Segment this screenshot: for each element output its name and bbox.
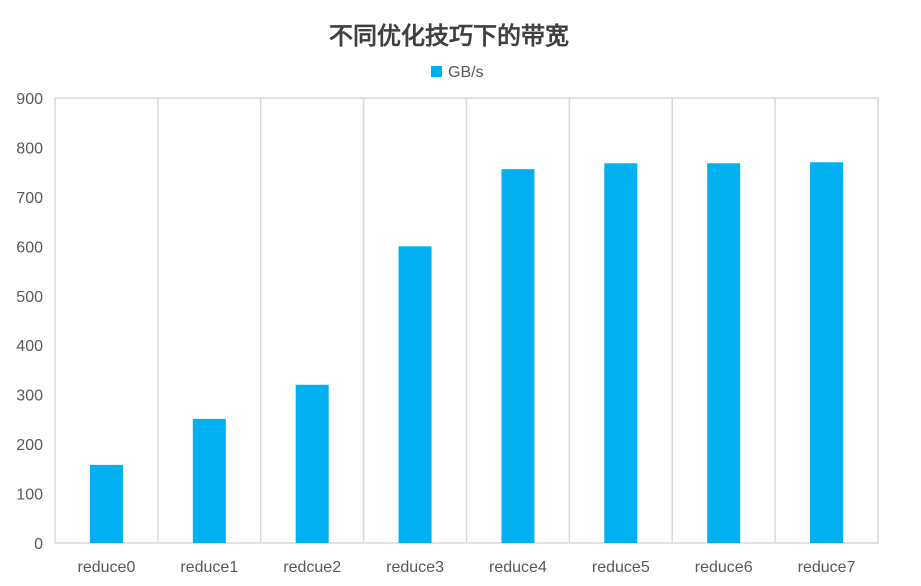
y-tick-label: 800 [16,140,43,157]
bar-reduce4 [501,169,535,543]
bar-series [89,162,844,544]
legend-label: GB/s [448,64,484,81]
bar-reduce0 [89,464,123,543]
y-tick-label: 900 [16,91,43,108]
y-tick-label: 200 [16,437,43,454]
y-tick-label: 500 [16,289,43,306]
x-category-label: reduce7 [798,559,856,576]
x-category-label: reduce4 [489,559,547,576]
y-tick-label: 100 [16,487,43,504]
bar-reduce3 [398,246,432,544]
legend: GB/s [431,64,484,81]
bar-reduce5 [604,163,638,543]
chart-title: 不同优化技巧下的带宽 [329,22,569,50]
y-axis-tick-labels: 0 100 200 300 400 500 600 700 800 900 [16,91,43,553]
x-category-label: reduce0 [78,559,136,576]
category-gridlines [157,98,776,543]
y-tick-label: 400 [16,338,43,355]
x-category-label: redcue2 [283,559,341,576]
x-axis-category-labels: reduce0 reduce1 redcue2 reduce3 reduce4 reduc… [78,559,856,576]
bar-reduce7 [810,162,844,543]
bar-reduce6 [707,163,741,543]
x-category-label: reduce5 [592,559,650,576]
x-category-label: reduce1 [180,559,238,576]
bar-reduce1 [192,418,226,543]
y-tick-label: 700 [16,190,43,207]
y-tick-label: 600 [16,239,43,256]
y-tick-label: 300 [16,388,43,405]
x-category-label: reduce6 [695,559,753,576]
y-tick-label: 0 [34,536,43,553]
legend-swatch [431,66,442,77]
x-category-label: reduce3 [386,559,444,576]
bar-redcue2 [295,384,329,543]
